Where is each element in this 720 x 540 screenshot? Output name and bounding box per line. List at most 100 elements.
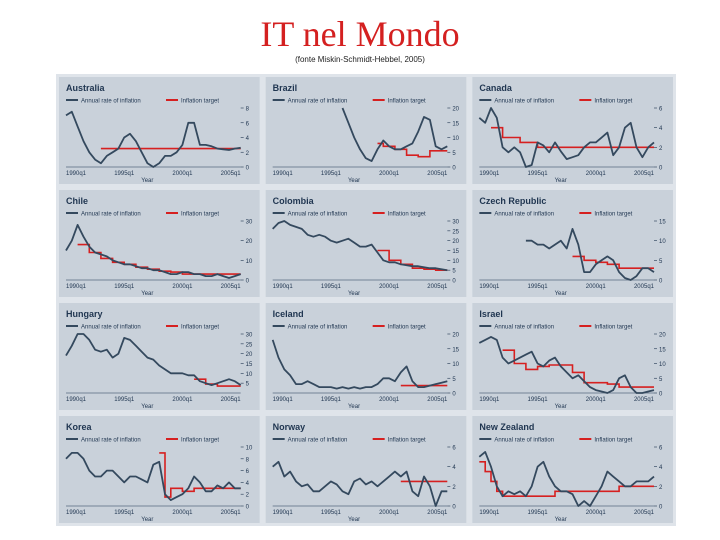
x-tick-label: 1995q1 (528, 397, 549, 403)
x-tick-label: 1990q1 (66, 510, 87, 516)
inflation-series-line (65, 451, 241, 502)
panel-brazil: Brazil Annual rate of inflation Inflation … (265, 77, 467, 184)
panel-title: Iceland (273, 309, 304, 319)
panel-title: Hungary (66, 309, 103, 319)
y-tick-label: 15 (659, 220, 666, 226)
inflation-series-line (271, 339, 448, 390)
y-tick-label: 4 (452, 465, 456, 471)
y-tick-label: 0 (452, 279, 456, 285)
legend-series-label: Annual rate of inflation (81, 99, 141, 105)
x-axis-label: Year (348, 291, 360, 297)
x-tick-label: 2000q1 (586, 510, 607, 516)
y-tick-label: 8 (246, 107, 250, 113)
y-tick-label: 4 (246, 136, 250, 142)
inflation-target-line (194, 378, 241, 387)
y-tick-label: 2 (246, 151, 250, 157)
x-tick-label: 1990q1 (479, 510, 500, 516)
inflation-series-line (478, 335, 655, 394)
legend-target-label: Inflation target (388, 212, 426, 218)
inflation-series-line (65, 110, 241, 168)
x-tick-label: 2000q1 (379, 284, 400, 290)
y-tick-label: 4 (659, 126, 663, 132)
x-tick-label: 1990q1 (66, 171, 87, 177)
inflation-targeting-chart-grid: Australia Annual rate of inflation Inflati… (56, 74, 676, 526)
x-tick-label: 2000q1 (172, 510, 193, 516)
x-tick-label: 1995q1 (321, 397, 342, 403)
x-tick-label: 1990q1 (273, 397, 294, 403)
panel-background (265, 303, 467, 410)
y-tick-label: 20 (452, 107, 459, 113)
x-tick-label: 2005q1 (221, 510, 242, 516)
panel-title: Czech Republic (479, 196, 546, 206)
y-tick-label: 4 (246, 481, 250, 487)
x-axis-label: Year (555, 404, 567, 410)
y-tick-label: 15 (452, 249, 459, 255)
panel-background (472, 77, 673, 184)
legend-series-label: Annual rate of inflation (288, 438, 348, 444)
x-tick-label: 1990q1 (273, 510, 294, 516)
inflation-series-line (65, 223, 241, 279)
legend-target-label: Inflation target (181, 99, 219, 105)
y-tick-label: 20 (659, 333, 666, 339)
x-tick-label: 2005q1 (221, 171, 242, 177)
inflation-target-line (491, 126, 654, 149)
y-tick-label: 0 (659, 279, 663, 285)
panel-colombia: Colombia Annual rate of inflation Inflatio… (265, 190, 467, 297)
y-tick-label: 0 (659, 166, 663, 172)
legend-target-label: Inflation target (594, 438, 632, 444)
y-tick-label: 2 (659, 146, 663, 152)
y-tick-label: 10 (452, 136, 459, 142)
x-tick-label: 2005q1 (634, 397, 655, 403)
inflation-series-line (272, 460, 448, 507)
inflation-target-line (159, 452, 241, 498)
panel-background (59, 77, 260, 184)
y-tick-label: 20 (452, 239, 459, 245)
x-tick-label: 2000q1 (379, 397, 400, 403)
panel-background (472, 416, 673, 523)
x-axis-label: Year (141, 517, 153, 523)
x-tick-label: 1990q1 (479, 397, 500, 403)
panel-title: Colombia (273, 196, 315, 206)
y-tick-label: 10 (246, 259, 253, 265)
legend-series-label: Annual rate of inflation (288, 99, 348, 105)
x-tick-label: 2000q1 (586, 284, 607, 290)
y-tick-label: 5 (659, 259, 663, 265)
panel-background (59, 190, 260, 297)
y-tick-label: 5 (452, 377, 456, 383)
legend-target-label: Inflation target (594, 212, 632, 218)
legend-target-label: Inflation target (594, 325, 632, 331)
y-tick-label: 6 (452, 446, 456, 452)
y-tick-label: 0 (452, 505, 456, 511)
x-tick-label: 1995q1 (114, 171, 135, 177)
x-axis-label: Year (141, 178, 153, 184)
y-tick-label: 0 (452, 166, 456, 172)
x-tick-label: 2005q1 (634, 171, 655, 177)
x-axis-label: Year (555, 291, 567, 297)
x-axis-label: Year (555, 517, 567, 523)
legend-target-label: Inflation target (388, 438, 426, 444)
y-tick-label: 10 (659, 362, 666, 368)
y-tick-label: 2 (246, 493, 250, 499)
panel-canada: Canada Annual rate of inflation Inflation … (472, 77, 673, 184)
panel-background (472, 190, 673, 297)
legend-series-label: Annual rate of inflation (81, 212, 141, 218)
y-tick-label: 5 (452, 151, 456, 157)
x-tick-label: 2000q1 (379, 510, 400, 516)
x-tick-label: 1995q1 (321, 510, 342, 516)
x-tick-label: 2005q1 (427, 510, 448, 516)
legend-series-label: Annual rate of inflation (494, 438, 554, 444)
y-tick-label: 6 (659, 446, 663, 452)
y-tick-label: 10 (246, 446, 253, 452)
panel-title: Israel (479, 309, 503, 319)
y-tick-label: 20 (452, 333, 459, 339)
y-tick-label: 15 (659, 347, 666, 353)
legend-target-label: Inflation target (388, 325, 426, 331)
y-tick-label: 4 (659, 465, 663, 471)
y-tick-label: 5 (659, 377, 663, 383)
panel-title: Australia (66, 83, 106, 93)
x-axis-label: Year (555, 178, 567, 184)
x-tick-label: 2005q1 (634, 510, 655, 516)
panel-title: Brazil (273, 83, 298, 93)
y-tick-label: 10 (452, 362, 459, 368)
y-tick-label: 20 (246, 239, 253, 245)
